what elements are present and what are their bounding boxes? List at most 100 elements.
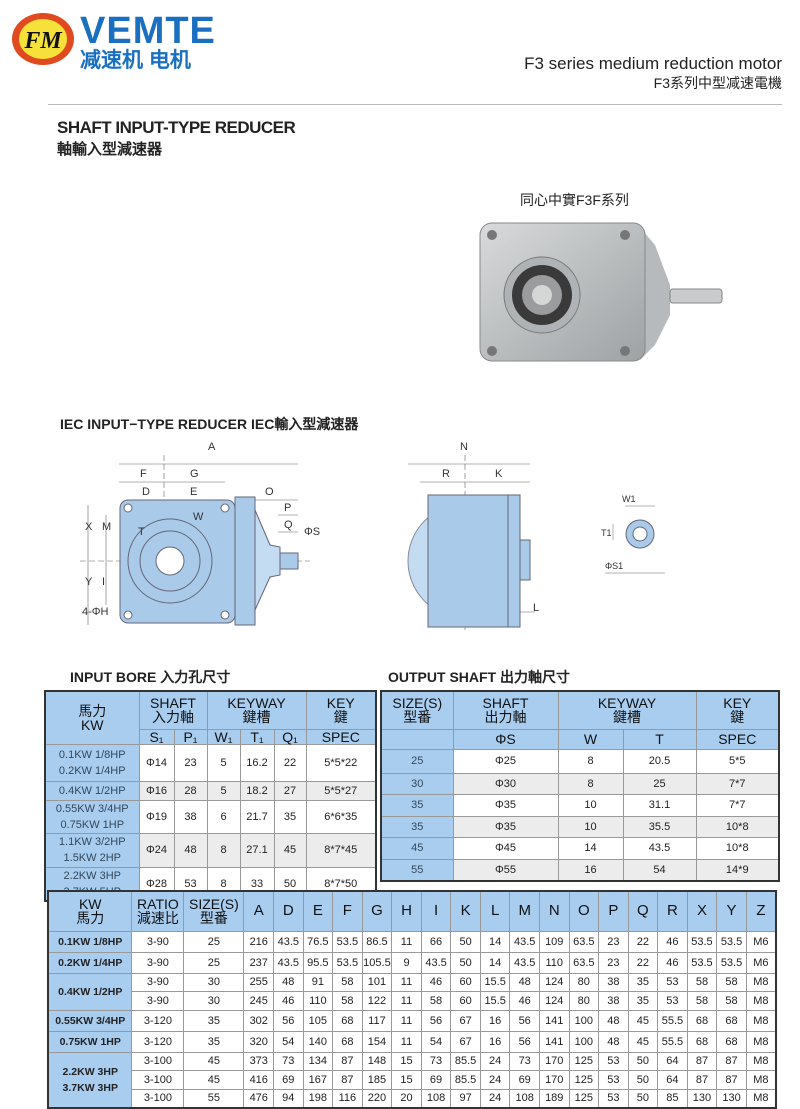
- value-cell: 189: [538, 1088, 570, 1108]
- value-cell: Φ55: [452, 858, 559, 881]
- side-view-drawing: N R K L: [407, 441, 539, 630]
- value-cell: 38: [598, 991, 629, 1011]
- value-cell: 154: [361, 1030, 393, 1053]
- value-cell: 110: [302, 991, 334, 1011]
- value-cell: 73: [273, 1051, 304, 1071]
- value-cell: 30: [183, 972, 245, 992]
- power-label: 0.75KW 1HP: [60, 818, 125, 831]
- value-cell: 24: [479, 1088, 511, 1108]
- value-cell: 56: [509, 1009, 540, 1032]
- value-cell: M8: [745, 991, 777, 1011]
- value-cell: 58: [686, 972, 718, 992]
- value-cell: 97: [450, 1088, 481, 1108]
- product-photo: [479, 222, 723, 362]
- value-cell: 320: [243, 1030, 275, 1053]
- col-keyway: KEYWAY 鍵槽: [557, 690, 697, 730]
- value-cell: 15.5: [479, 991, 511, 1011]
- value-cell: 6*6*35: [305, 799, 377, 834]
- value-cell: 10: [557, 794, 624, 817]
- value-cell: 48: [509, 972, 540, 992]
- value-cell: M8: [745, 1030, 777, 1053]
- value-cell: 68: [686, 1030, 718, 1053]
- value-cell: 10: [557, 815, 624, 838]
- value-cell: 105.5: [361, 951, 393, 974]
- col-key: KEY 鍵: [695, 690, 780, 730]
- value-cell: 53: [598, 1088, 629, 1108]
- value-cell: 109: [538, 930, 570, 953]
- power-cell: 0.55KW 3/4HP 0.75KW 1HP: [44, 799, 140, 834]
- input-bore-table: 馬力 KW SHAFT 入力軸 KEYWAY 鍵槽 KEY 鍵 S₁ P₁ W₁ T₁ Q₁ S…: [44, 690, 377, 902]
- value-cell: 53.5: [716, 951, 747, 974]
- value-cell: 60: [450, 972, 481, 992]
- value-cell: 27: [273, 780, 307, 801]
- dim-label: F: [140, 468, 147, 480]
- col-13: N: [538, 890, 570, 932]
- value-cell: 3-120: [131, 1009, 185, 1032]
- value-cell: 87: [332, 1070, 363, 1090]
- table-row: 3-100 45 416 69 167 87 185 15 69 85.5 24 69 170 125 53…: [48, 1070, 777, 1090]
- value-cell: 14: [479, 930, 511, 953]
- power-label: 0.55KW 3/4HP: [55, 1014, 126, 1027]
- output-shaft-table: SIZE(S) 型番 SHAFT 出力軸 KEYWAY 鍵槽 KEY 鍵 ΦS W T SP…: [380, 690, 780, 882]
- value-cell: Φ14: [138, 743, 175, 782]
- value-cell: 108: [509, 1088, 540, 1108]
- brand-name: VEMTE: [80, 10, 216, 52]
- power-label: 0.4KW 1/2HP: [58, 985, 123, 998]
- power-label: 0.4KW 1/2HP: [58, 784, 126, 797]
- value-cell: 185: [361, 1070, 393, 1090]
- col-blank: [380, 728, 454, 750]
- power-label: 0.1KW 1/8HP: [58, 748, 126, 761]
- value-cell: 23: [173, 743, 208, 782]
- value-cell: 125: [568, 1088, 600, 1108]
- value-cell: 110: [538, 951, 570, 974]
- value-cell: 43.5: [622, 837, 697, 860]
- value-cell: 87: [716, 1051, 747, 1071]
- value-cell: 5: [206, 780, 241, 801]
- table-row: 0.1KW 1/8HP 0.2KW 1/4HP Φ14 23 5 16.2 22 5*5*22: [44, 743, 377, 782]
- dim-label: Y: [85, 576, 93, 588]
- value-cell: 20.5: [622, 748, 697, 774]
- power-label: 3.7KW 3HP: [62, 1081, 118, 1094]
- value-cell: 69: [420, 1070, 452, 1090]
- power-label: 0.2KW 1/4HP: [58, 764, 126, 777]
- value-cell: 10*8: [695, 815, 780, 838]
- value-cell: 56: [273, 1009, 304, 1032]
- value-cell: 56: [509, 1030, 540, 1053]
- value-cell: 31.1: [622, 794, 697, 817]
- value-cell: 53: [598, 1051, 629, 1071]
- value-cell: 45: [183, 1051, 245, 1071]
- power-cell: 1.1KW 3/2HP 1.5KW 2HP: [44, 832, 140, 868]
- value-cell: 58: [716, 991, 747, 1011]
- value-cell: 3-90: [131, 930, 185, 953]
- value-cell: 16: [479, 1009, 511, 1032]
- dim-label: E: [190, 486, 197, 498]
- value-cell: 6: [206, 799, 241, 834]
- value-cell: 53: [657, 991, 688, 1011]
- table-row: 35 Φ35 10 31.1 7*7: [380, 794, 780, 817]
- value-cell: 95.5: [302, 951, 334, 974]
- value-cell: 3-100: [131, 1051, 185, 1071]
- value-cell: 5*5*27: [305, 780, 377, 801]
- value-cell: 7*7: [695, 794, 780, 817]
- value-cell: 10*8: [695, 837, 780, 860]
- dim-label: Q: [284, 519, 293, 531]
- col-12: M: [509, 890, 540, 932]
- value-cell: 50: [627, 1070, 659, 1090]
- size-cell: 45: [380, 837, 454, 860]
- value-cell: 302: [243, 1009, 275, 1032]
- value-cell: 68: [332, 1009, 363, 1032]
- value-cell: 91: [302, 972, 334, 992]
- value-cell: 3-90: [131, 972, 185, 992]
- size-cell: 30: [380, 772, 454, 795]
- value-cell: 43.5: [420, 951, 452, 974]
- dim-label: P: [284, 502, 291, 514]
- value-cell: 86.5: [361, 930, 393, 953]
- value-cell: 140: [302, 1030, 334, 1053]
- value-cell: 245: [243, 991, 275, 1011]
- dim-label: R: [442, 468, 450, 480]
- value-cell: 48: [173, 832, 208, 868]
- value-cell: 73: [509, 1051, 540, 1071]
- col-key: KEY 鍵: [305, 690, 377, 730]
- value-cell: Φ24: [138, 832, 175, 868]
- value-cell: 11: [391, 930, 422, 953]
